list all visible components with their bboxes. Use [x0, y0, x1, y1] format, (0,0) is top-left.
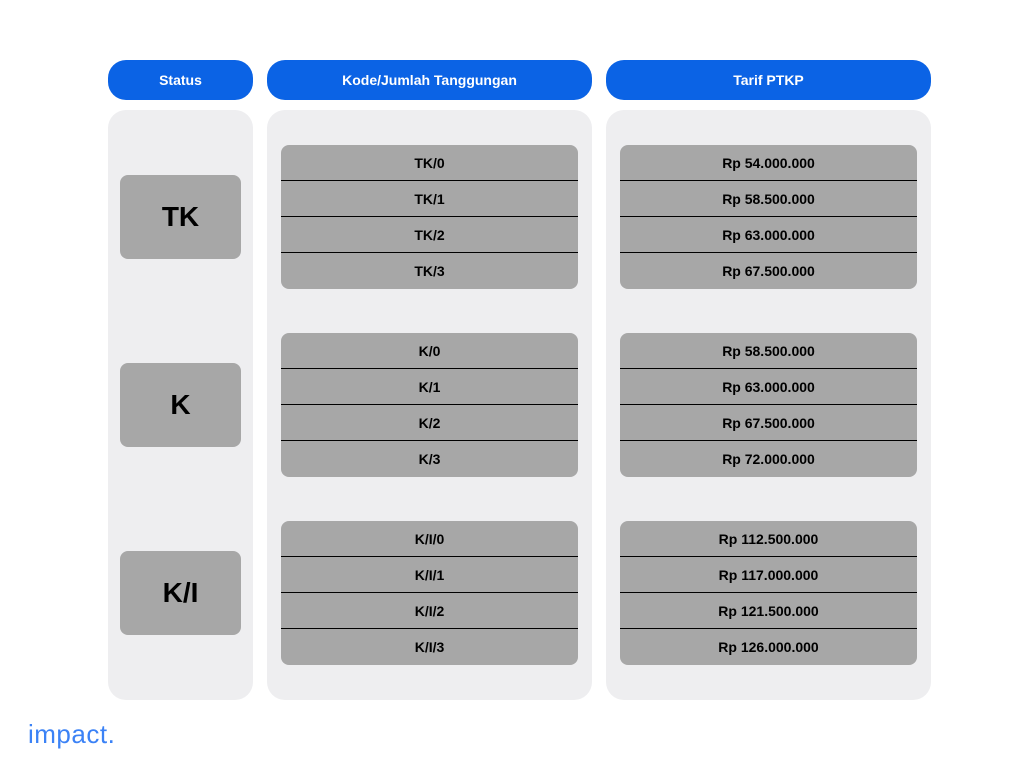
tarif-group-0: Rp 54.000.000 Rp 58.500.000 Rp 63.000.00…: [620, 145, 917, 289]
infographic-container: Status TK K K/I Kode/Jumlah Tanggungan T…: [0, 0, 1024, 700]
kode-row: K/I/2: [281, 593, 578, 629]
tarif-group-1: Rp 58.500.000 Rp 63.000.000 Rp 67.500.00…: [620, 333, 917, 477]
tarif-row: Rp 58.500.000: [620, 181, 917, 217]
column-status: Status TK K K/I: [108, 60, 253, 700]
panel-status: TK K K/I: [108, 110, 253, 700]
status-wrap-2: K/I: [120, 508, 241, 678]
kode-row: TK/0: [281, 145, 578, 181]
column-kode: Kode/Jumlah Tanggungan TK/0 TK/1 TK/2 TK…: [267, 60, 592, 700]
tarif-row: Rp 117.000.000: [620, 557, 917, 593]
status-card-tk: TK: [120, 175, 241, 259]
tarif-group-wrap-0: Rp 54.000.000 Rp 58.500.000 Rp 63.000.00…: [620, 132, 917, 302]
kode-row: K/0: [281, 333, 578, 369]
kode-group-2: K/I/0 K/I/1 K/I/2 K/I/3: [281, 521, 578, 665]
brand-logo: impact.: [28, 719, 115, 750]
kode-row: K/2: [281, 405, 578, 441]
tarif-row: Rp 126.000.000: [620, 629, 917, 665]
tarif-row: Rp 121.500.000: [620, 593, 917, 629]
kode-row: K/I/3: [281, 629, 578, 665]
tarif-row: Rp 63.000.000: [620, 369, 917, 405]
kode-group-wrap-0: TK/0 TK/1 TK/2 TK/3: [281, 132, 578, 302]
kode-group-wrap-2: K/I/0 K/I/1 K/I/2 K/I/3: [281, 508, 578, 678]
kode-row: K/I/0: [281, 521, 578, 557]
tarif-group-wrap-1: Rp 58.500.000 Rp 63.000.000 Rp 67.500.00…: [620, 320, 917, 490]
kode-group-wrap-1: K/0 K/1 K/2 K/3: [281, 320, 578, 490]
kode-group-1: K/0 K/1 K/2 K/3: [281, 333, 578, 477]
header-kode: Kode/Jumlah Tanggungan: [267, 60, 592, 100]
status-wrap-1: K: [120, 320, 241, 490]
panel-tarif: Rp 54.000.000 Rp 58.500.000 Rp 63.000.00…: [606, 110, 931, 700]
status-card-ki: K/I: [120, 551, 241, 635]
panel-kode: TK/0 TK/1 TK/2 TK/3 K/0 K/1 K/2 K/3 K/I/…: [267, 110, 592, 700]
tarif-row: Rp 54.000.000: [620, 145, 917, 181]
tarif-row: Rp 63.000.000: [620, 217, 917, 253]
tarif-row: Rp 67.500.000: [620, 253, 917, 289]
tarif-group-2: Rp 112.500.000 Rp 117.000.000 Rp 121.500…: [620, 521, 917, 665]
kode-row: TK/2: [281, 217, 578, 253]
tarif-row: Rp 72.000.000: [620, 441, 917, 477]
kode-row: TK/1: [281, 181, 578, 217]
tarif-row: Rp 112.500.000: [620, 521, 917, 557]
header-tarif: Tarif PTKP: [606, 60, 931, 100]
kode-row: TK/3: [281, 253, 578, 289]
status-card-k: K: [120, 363, 241, 447]
kode-row: K/3: [281, 441, 578, 477]
kode-row: K/1: [281, 369, 578, 405]
column-tarif: Tarif PTKP Rp 54.000.000 Rp 58.500.000 R…: [606, 60, 931, 700]
tarif-group-wrap-2: Rp 112.500.000 Rp 117.000.000 Rp 121.500…: [620, 508, 917, 678]
tarif-row: Rp 58.500.000: [620, 333, 917, 369]
kode-row: K/I/1: [281, 557, 578, 593]
status-wrap-0: TK: [120, 132, 241, 302]
header-status: Status: [108, 60, 253, 100]
kode-group-0: TK/0 TK/1 TK/2 TK/3: [281, 145, 578, 289]
tarif-row: Rp 67.500.000: [620, 405, 917, 441]
